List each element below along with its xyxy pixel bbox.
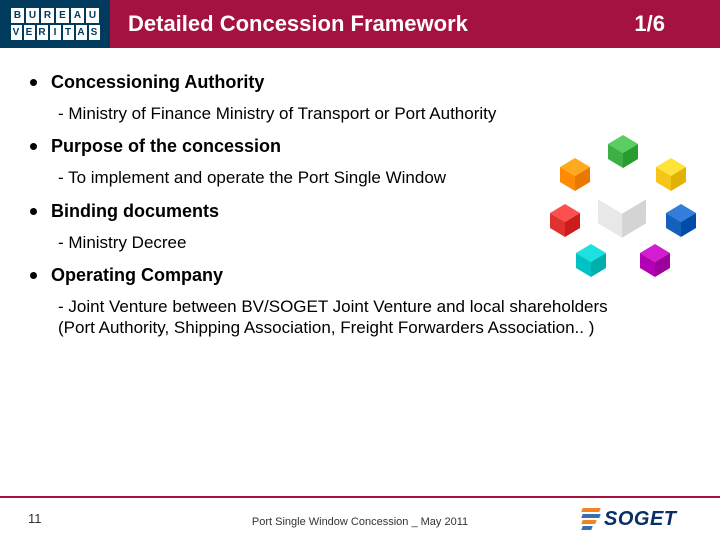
logo-letter: U bbox=[26, 8, 39, 23]
bullet-label: Purpose of the concession bbox=[51, 136, 281, 157]
soget-bars-icon bbox=[582, 508, 600, 530]
soget-wordmark: SOGET bbox=[604, 508, 677, 531]
logo-letter: R bbox=[37, 25, 48, 40]
bullet-dot-icon bbox=[30, 208, 37, 215]
header-bar: BUREAU VERITAS Detailed Concession Frame… bbox=[0, 0, 720, 48]
bullet-item: Concessioning Authority bbox=[30, 72, 700, 93]
slide-title: Detailed Concession Framework bbox=[128, 11, 634, 37]
bullet-dot-icon bbox=[30, 272, 37, 279]
bullet-subtext: - Joint Venture between BV/SOGET Joint V… bbox=[58, 296, 618, 339]
logo-letter: U bbox=[86, 8, 99, 23]
bullet-dot-icon bbox=[30, 143, 37, 150]
logo-letter: A bbox=[71, 8, 84, 23]
footer-divider bbox=[0, 496, 720, 498]
logo-letter: S bbox=[89, 25, 100, 40]
logo-letter: A bbox=[76, 25, 87, 40]
bullet-label: Concessioning Authority bbox=[51, 72, 264, 93]
bullet-subtext: - Ministry Decree bbox=[58, 232, 618, 253]
footer: 11 Port Single Window Concession _ May 2… bbox=[0, 496, 720, 540]
bureau-veritas-logo: BUREAU VERITAS bbox=[0, 0, 110, 48]
logo-letter: E bbox=[24, 25, 35, 40]
logo-letter: R bbox=[41, 8, 54, 23]
logo-letter: E bbox=[56, 8, 69, 23]
bullet-dot-icon bbox=[30, 79, 37, 86]
page-counter: 1/6 bbox=[634, 11, 665, 37]
bullet-subtext: - Ministry of Finance Ministry of Transp… bbox=[58, 103, 618, 124]
logo-letter: I bbox=[50, 25, 61, 40]
logo-letter: B bbox=[11, 8, 24, 23]
cubes-graphic bbox=[548, 130, 698, 280]
bullet-label: Binding documents bbox=[51, 201, 219, 222]
logo-letter: T bbox=[63, 25, 74, 40]
bullet-label: Operating Company bbox=[51, 265, 223, 286]
soget-logo: SOGET bbox=[582, 504, 702, 534]
bullet-subtext: - To implement and operate the Port Sing… bbox=[58, 167, 618, 188]
logo-letter: V bbox=[11, 25, 22, 40]
